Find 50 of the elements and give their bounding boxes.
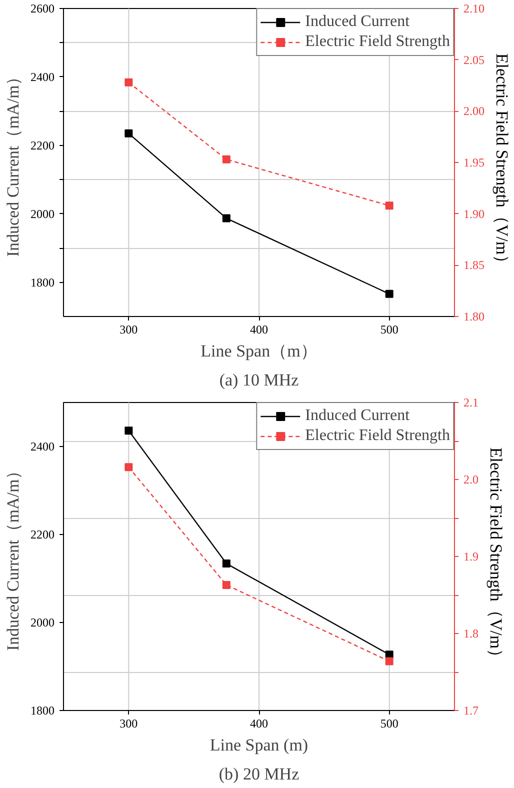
y2-tick-label: 2.1 [464, 396, 478, 410]
y2-tick-label: 1.8 [464, 626, 478, 640]
y-tick-label: 1800 [30, 275, 54, 290]
text: (a) 10 MHz [219, 370, 300, 390]
x-tick-label: 500 [380, 716, 398, 730]
x-axis-title: Line Span (m) [210, 736, 308, 754]
x-tick-label: 300 [120, 322, 138, 336]
point [124, 463, 133, 472]
x-tick-label: 500 [380, 322, 398, 336]
point [222, 560, 230, 568]
x-tick-label: 300 [120, 716, 138, 730]
point [385, 202, 394, 210]
y2-tick-label: 1.7 [464, 704, 478, 718]
point [385, 657, 394, 666]
y2-tick-label: 2.00 [464, 104, 484, 118]
point [222, 214, 230, 222]
y2-tick-label: 2.05 [464, 52, 484, 67]
y-tick-label: 2200 [30, 138, 54, 152]
point [124, 426, 133, 435]
point [124, 78, 133, 86]
y-tick-label: 2000 [30, 616, 54, 630]
y-tick-label: 2600 [30, 2, 54, 16]
x-tick-label: 400 [250, 322, 268, 336]
y2-tick-label: 1.85 [464, 258, 484, 272]
y-tick-label: 2000 [30, 206, 54, 221]
point [222, 155, 230, 164]
y2-tick-label: 1.90 [464, 206, 484, 221]
y-tick-label: 1800 [30, 704, 54, 718]
y2-tick-label: 2.10 [464, 2, 484, 16]
y2-tick-label: 2.0 [464, 472, 478, 486]
legend-label: Induced Current [305, 13, 410, 31]
y-tick-label: 2400 [30, 440, 54, 454]
legend-label: Induced Current [305, 407, 410, 425]
y-axis-title: Induced Current（mA/m） [4, 462, 22, 651]
text: (b) 20 MHz [218, 764, 300, 784]
point [222, 580, 230, 589]
legend-label: Electric Field Strength [305, 33, 450, 51]
y2-tick-label: 1.80 [464, 310, 484, 324]
legend-label: Electric Field Strength [305, 427, 450, 445]
x-tick-label: 400 [250, 716, 268, 730]
y-axis-title: Induced Current（mA/m） [4, 68, 22, 257]
y-tick-label: 2400 [30, 70, 54, 84]
point [124, 129, 133, 138]
y2-tick-label: 1.95 [464, 156, 484, 170]
point [385, 290, 394, 298]
y-tick-label: 2200 [30, 528, 54, 542]
y2-tick-label: 1.9 [464, 550, 478, 564]
y2-axis-title: Electric Field Strength（V/m） [492, 53, 512, 272]
x-axis-title: Line Span（m） [200, 342, 318, 360]
y2-axis-title: Electric Field Strength（V/m） [486, 447, 506, 666]
